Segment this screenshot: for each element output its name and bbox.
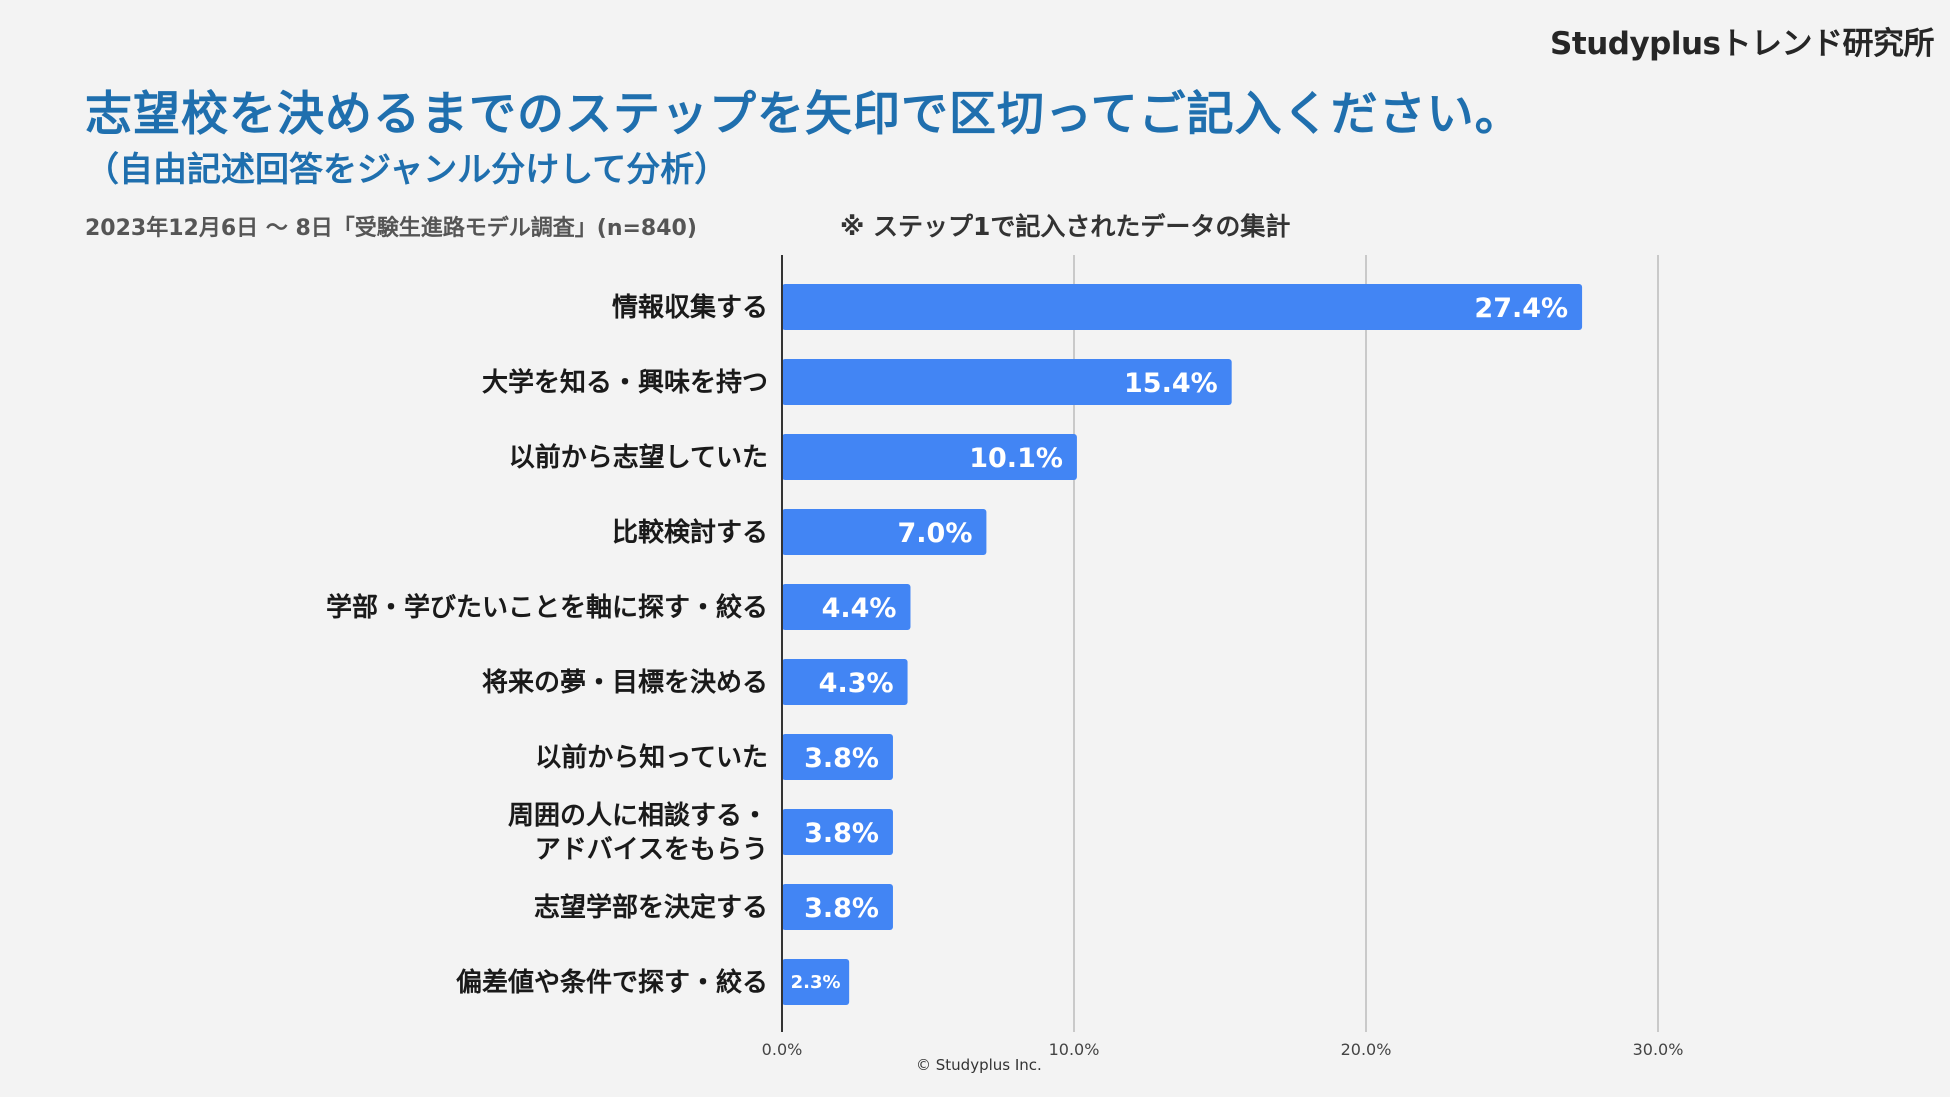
page-title: 志望校を決めるまでのステップを矢印で区切ってご記入ください。 <box>85 87 1523 142</box>
brand-logo: Studyplusトレンド研究所 <box>1550 26 1934 62</box>
category-label: 以前から志望していた <box>509 442 768 473</box>
category-label: 偏差値や条件で探す・絞る <box>456 967 768 998</box>
bar <box>782 659 908 705</box>
bar-value-label: 4.4% <box>822 593 897 624</box>
copyright: © Studyplus Inc. <box>916 1056 1042 1074</box>
bar <box>782 359 1232 405</box>
x-tick-label: 10.0% <box>1049 1040 1100 1059</box>
bar-value-label: 3.8% <box>804 818 879 849</box>
survey-info: 2023年12月6日 〜 8日「受験生進路モデル調査」(n=840) <box>85 216 697 241</box>
category-label: 将来の夢・目標を決める <box>482 668 768 698</box>
x-tick-label: 20.0% <box>1341 1040 1392 1059</box>
bar <box>782 809 893 855</box>
bar-value-label: 7.0% <box>898 518 973 549</box>
category-label: 志望学部を決定する <box>534 892 768 923</box>
category-label: 比較検討する <box>612 517 768 548</box>
bar-value-label: 27.4% <box>1474 293 1568 324</box>
bar <box>782 884 893 930</box>
category-label: 情報収集する <box>612 292 768 323</box>
x-tick-label: 0.0% <box>762 1040 803 1059</box>
bar-value-label: 3.8% <box>804 893 879 924</box>
chart-note: ※ ステップ1で記入されたデータの集計 <box>840 212 1291 241</box>
category-label: 大学を知る・興味を持つ <box>482 367 768 398</box>
category-label: 以前から知っていた <box>535 742 768 773</box>
x-tick-label: 30.0% <box>1633 1040 1684 1059</box>
bar-value-label: 10.1% <box>969 443 1063 474</box>
bar <box>782 284 1583 330</box>
bar <box>782 734 893 780</box>
bar <box>782 434 1077 480</box>
bar-value-label: 2.3% <box>791 972 841 993</box>
bar-value-label: 3.8% <box>804 743 879 774</box>
bar <box>782 584 911 630</box>
category-label: 周囲の人に相談する・アドバイスをもらう <box>508 800 768 865</box>
page-subtitle: （自由記述回答をジャンル分けして分析） <box>85 150 729 190</box>
bar-value-label: 4.3% <box>819 668 894 699</box>
category-label: 学部・学びたいことを軸に探す・絞る <box>326 592 768 623</box>
bar <box>782 959 850 1005</box>
bar <box>782 509 987 555</box>
bar-value-label: 15.4% <box>1124 368 1218 399</box>
